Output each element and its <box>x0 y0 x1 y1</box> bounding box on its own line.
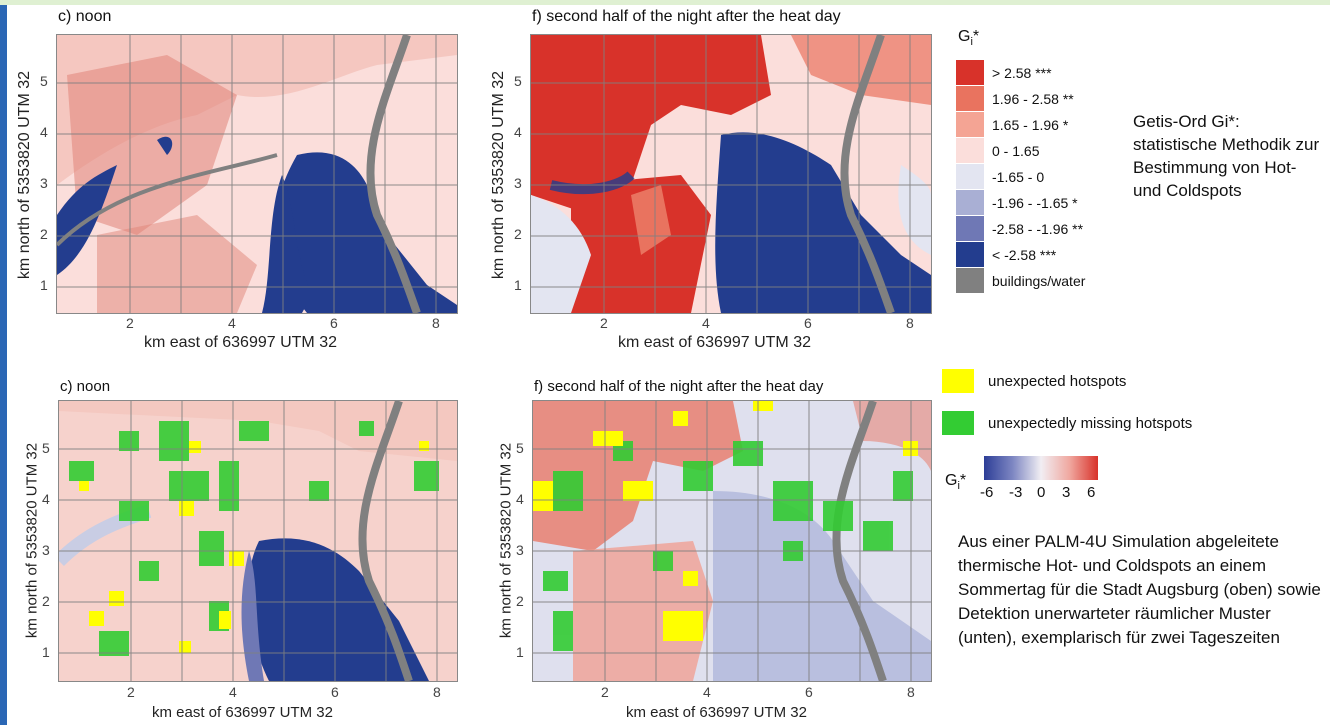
panel-1-xtick-2: 2 <box>126 315 134 331</box>
gi-colorbar <box>984 456 1098 480</box>
yellow-swatch <box>942 369 974 393</box>
legend-item: 0 - 1.65 <box>956 138 1039 163</box>
panel-2-xtick-2: 2 <box>600 315 608 331</box>
panel-1-ytick-1: 1 <box>40 277 48 293</box>
panel-4-title: f) second half of the night after the he… <box>534 378 824 395</box>
legend-swatch <box>956 268 984 293</box>
legend-label: < -2.58 *** <box>992 246 1057 263</box>
panel-1-ytick-5: 5 <box>40 73 48 89</box>
colorbar-tick-0: 0 <box>1037 484 1046 501</box>
panel-2-xtick-8: 8 <box>906 315 914 331</box>
legend-item: 1.96 - 2.58 ** <box>956 86 1074 111</box>
panel-1-xtick-4: 4 <box>228 315 236 331</box>
legend-label: -1.96 - -1.65 * <box>992 194 1078 211</box>
legend-item: -1.96 - -1.65 * <box>956 190 1078 215</box>
unexpected-hotspots-label: unexpected hotspots <box>988 372 1127 390</box>
panel-3-xtick-8: 8 <box>433 684 441 700</box>
panel-2-xtick-6: 6 <box>804 315 812 331</box>
left-accent-bar <box>0 5 7 725</box>
panel-3-ytick-3: 3 <box>42 542 50 558</box>
panel-2-ytick-1: 1 <box>514 277 522 293</box>
panel-1-ylabel: km north of 5353820 UTM 32 <box>16 70 33 280</box>
panel-3-xtick-4: 4 <box>229 684 237 700</box>
panel-4-ytick-3: 3 <box>516 542 524 558</box>
panel-4-map <box>532 400 932 682</box>
panel-4-xlabel: km east of 636997 UTM 32 <box>626 704 807 721</box>
panel-4-xtick-4: 4 <box>703 684 711 700</box>
legend-item: > 2.58 *** <box>956 60 1052 85</box>
panel-3-ylabel: km north of 5353820 UTM 32 <box>23 442 41 639</box>
panel-2-ytick-5: 5 <box>514 73 522 89</box>
legend-item: -1.65 - 0 <box>956 164 1044 189</box>
getis-ord-description: Getis-Ord Gi*: statistische Methodik zur… <box>1133 112 1320 200</box>
panel-2-ytick-3: 3 <box>514 175 522 191</box>
panel-1-xtick-8: 8 <box>432 315 440 331</box>
panel-1-ytick-3: 3 <box>40 175 48 191</box>
panel-3-ytick-4: 4 <box>42 491 50 507</box>
panel-1-title: c) noon <box>58 8 112 25</box>
legend-label: -1.65 - 0 <box>992 168 1045 185</box>
legend-unexpected-hotspots: unexpected hotspots <box>942 369 1126 393</box>
missing-hotspots-label: unexpectedly missing hotspots <box>988 414 1193 432</box>
panel-2-ytick-2: 2 <box>514 226 522 242</box>
panel-4-ylabel: km north of 5353820 UTM 32 <box>497 442 515 639</box>
colorbar-tick-6: 6 <box>1087 484 1096 501</box>
panel-2-xtick-4: 4 <box>702 315 710 331</box>
colorbar-tick-neg3: -3 <box>1009 484 1023 501</box>
panel-1-xtick-6: 6 <box>330 315 338 331</box>
legend-swatch <box>956 190 984 215</box>
legend-swatch <box>956 86 984 111</box>
legend-swatch <box>956 216 984 241</box>
panel-1-map <box>56 34 458 314</box>
panel-4-ytick-2: 2 <box>516 593 524 609</box>
legend-label: > 2.58 *** <box>992 64 1052 81</box>
panel-4-ytick-4: 4 <box>516 491 524 507</box>
colorbar-title: Gi* <box>945 472 967 493</box>
panel-4-ytick-5: 5 <box>516 440 524 456</box>
panel-3-ytick-5: 5 <box>42 440 50 456</box>
legend-swatch <box>956 242 984 267</box>
panel-1-ytick-4: 4 <box>40 124 48 140</box>
legend-swatch <box>956 60 984 85</box>
colorbar-tick-3: 3 <box>1062 484 1071 501</box>
panel-2-title: f) second half of the night after the he… <box>532 8 841 25</box>
panel-3-xlabel: km east of 636997 UTM 32 <box>152 704 333 721</box>
legend-missing-hotspots: unexpectedly missing hotspots <box>942 411 1192 435</box>
panel-2-ylabel: km north of 5353820 UTM 32 <box>490 70 507 280</box>
panel-3-map <box>58 400 458 682</box>
panel-3-xtick-6: 6 <box>331 684 339 700</box>
panel-4-xtick-2: 2 <box>601 684 609 700</box>
panel-3-ytick-2: 2 <box>42 593 50 609</box>
panel-3-title: c) noon <box>60 378 111 395</box>
panel-4-ytick-1: 1 <box>516 644 524 660</box>
panel-2-xlabel: km east of 636997 UTM 32 <box>618 334 811 351</box>
legend-swatch <box>956 138 984 163</box>
legend-swatch <box>956 112 984 137</box>
panel-2-map <box>530 34 932 314</box>
legend-title: Gi* <box>958 28 980 49</box>
panel-1-xlabel: km east of 636997 UTM 32 <box>144 334 337 351</box>
legend-label: -2.58 - -1.96 ** <box>992 220 1084 237</box>
green-swatch <box>942 411 974 435</box>
figure-caption: Aus einer PALM-4U Simulation abgeleitete… <box>958 532 1321 647</box>
legend-label: 0 - 1.65 <box>992 142 1040 159</box>
legend-item: < -2.58 *** <box>956 242 1056 267</box>
panel-1-ytick-2: 2 <box>40 226 48 242</box>
top-accent-bar <box>0 0 1330 5</box>
colorbar-tick-neg6: -6 <box>980 484 994 501</box>
panel-3-ytick-1: 1 <box>42 644 50 660</box>
legend-item: 1.65 - 1.96 * <box>956 112 1068 137</box>
panel-4-xtick-6: 6 <box>805 684 813 700</box>
legend-label: 1.96 - 2.58 ** <box>992 90 1074 107</box>
panel-4-xtick-8: 8 <box>907 684 915 700</box>
legend-label: buildings/water <box>992 272 1086 289</box>
legend-item: -2.58 - -1.96 ** <box>956 216 1083 241</box>
legend-item: buildings/water <box>956 268 1085 293</box>
panel-2-ytick-4: 4 <box>514 124 522 140</box>
legend-swatch <box>956 164 984 189</box>
panel-3-xtick-2: 2 <box>127 684 135 700</box>
legend-label: 1.65 - 1.96 * <box>992 116 1069 133</box>
